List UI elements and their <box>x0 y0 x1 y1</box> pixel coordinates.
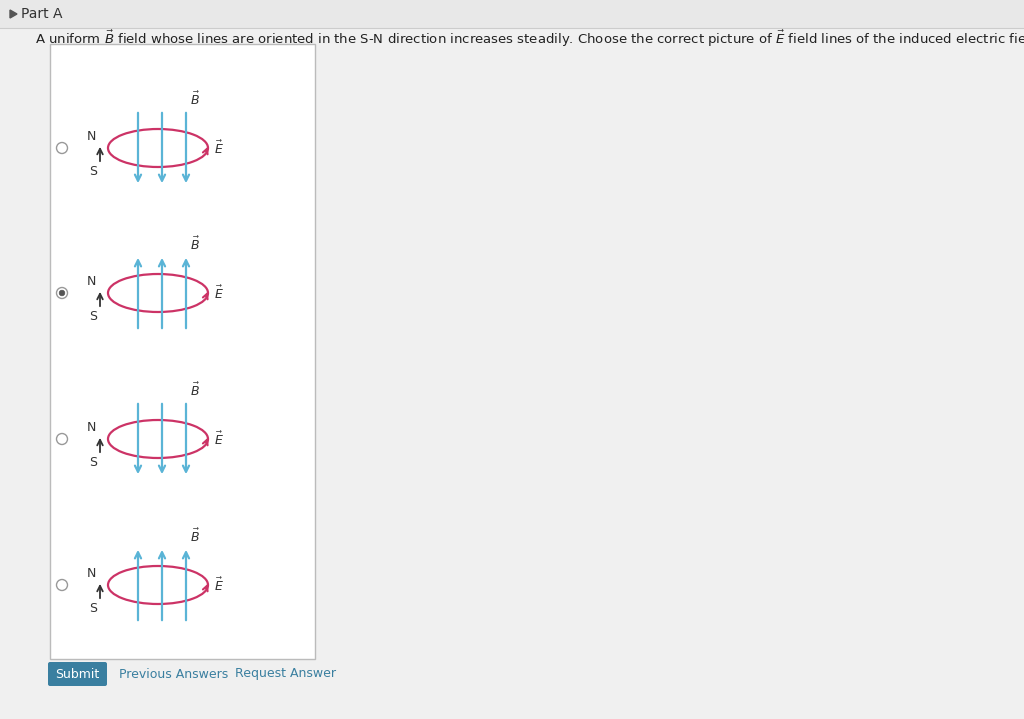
Text: $\vec{B}$: $\vec{B}$ <box>190 528 200 545</box>
Text: Previous Answers: Previous Answers <box>119 667 228 680</box>
Text: N: N <box>87 567 96 580</box>
Text: S: S <box>89 310 97 323</box>
Text: $\vec{B}$: $\vec{B}$ <box>190 91 200 108</box>
Text: Part A: Part A <box>22 7 62 21</box>
Text: N: N <box>87 130 96 143</box>
Text: $\vec{B}$: $\vec{B}$ <box>190 382 200 399</box>
Text: $\vec{E}$: $\vec{E}$ <box>214 431 224 448</box>
Text: $\vec{E}$: $\vec{E}$ <box>214 285 224 302</box>
Text: $\vec{B}$: $\vec{B}$ <box>190 236 200 253</box>
FancyBboxPatch shape <box>0 0 1024 28</box>
Text: N: N <box>87 275 96 288</box>
FancyBboxPatch shape <box>50 44 315 659</box>
Text: $\vec{E}$: $\vec{E}$ <box>214 139 224 157</box>
Text: N: N <box>87 421 96 434</box>
Text: $\vec{E}$: $\vec{E}$ <box>214 577 224 594</box>
Polygon shape <box>10 10 17 18</box>
FancyBboxPatch shape <box>48 662 106 686</box>
Circle shape <box>59 290 65 296</box>
Text: Submit: Submit <box>55 667 99 680</box>
Text: S: S <box>89 165 97 178</box>
Text: A uniform $\vec{B}$ field whose lines are oriented in the S-N direction increase: A uniform $\vec{B}$ field whose lines ar… <box>35 29 1024 49</box>
Text: S: S <box>89 456 97 469</box>
Text: Request Answer: Request Answer <box>234 667 336 680</box>
Text: S: S <box>89 602 97 615</box>
